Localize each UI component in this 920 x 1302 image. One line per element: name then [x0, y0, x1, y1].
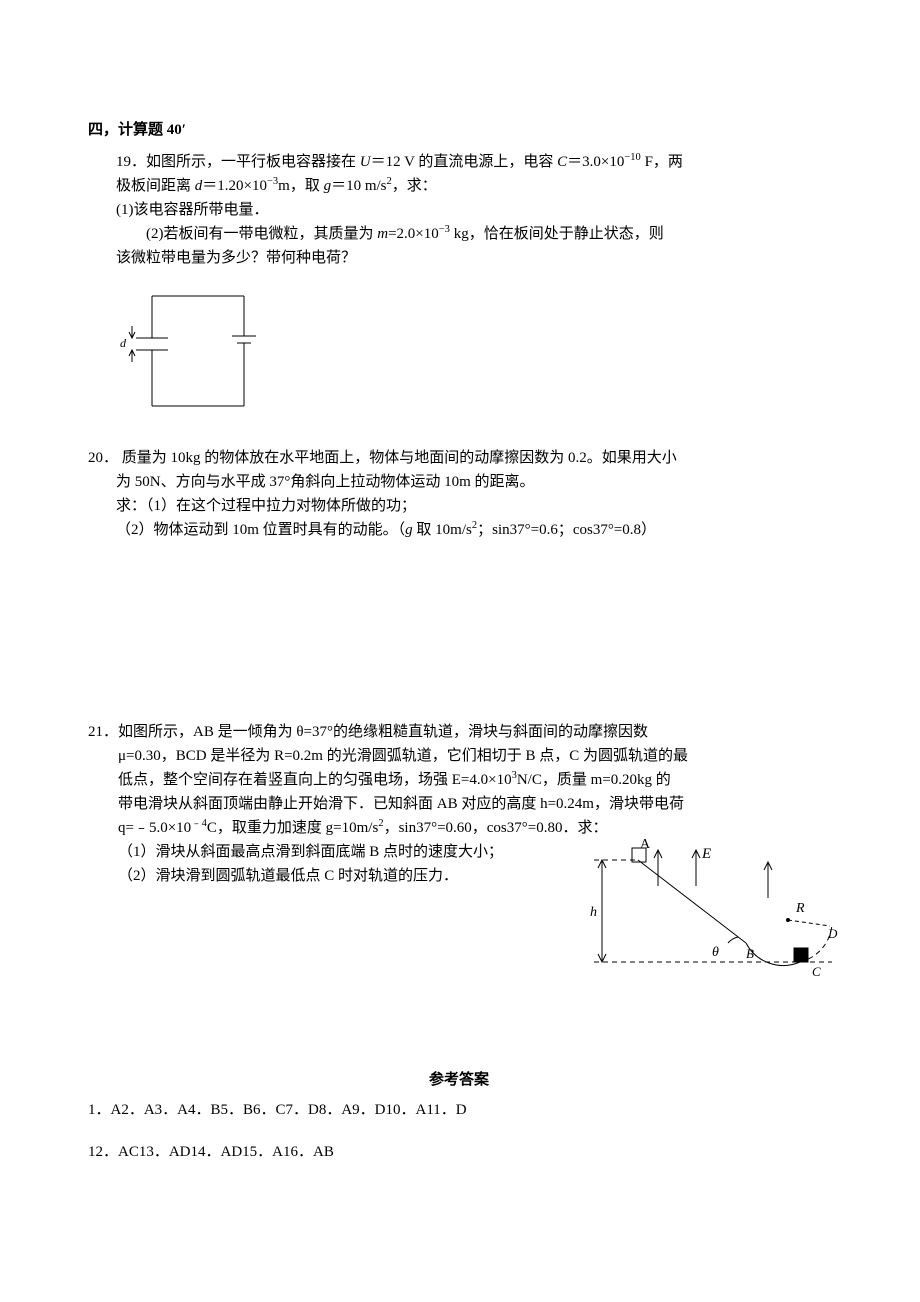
- answers-line2: 12．AC13．AD14．AD15．A16．AB: [88, 1140, 830, 1164]
- q21-line3-b: N/C，质量 m=0.20kg 的: [517, 772, 671, 788]
- q19-line2-c: m，取: [278, 178, 323, 194]
- q19-var-g: g: [324, 178, 332, 194]
- q20-var-g: g: [405, 522, 413, 538]
- q21-line5-b: C，取重力加速度 g=10m/s: [207, 820, 378, 836]
- q21-label-R: R: [795, 901, 805, 916]
- q21-line5-exp: ﹣4: [191, 818, 207, 829]
- q21-label-B: B: [746, 946, 754, 961]
- q20-line3: 求：（1）在这个过程中拉力对物体所做的功；: [116, 494, 830, 518]
- q19-line1-exp: −10: [624, 152, 640, 163]
- q19-var-U: U: [360, 154, 371, 170]
- q20-line4-c: ；sin37°=0.6；cos37°=0.8）: [477, 522, 656, 538]
- q21-line4: 带电滑块从斜面顶端由静止开始滑下．已知斜面 AB 对应的高度 h=0.24m，滑…: [118, 792, 830, 816]
- q19-line2-a: 极板间距离: [116, 178, 195, 194]
- q21-figure: A E h R θ B C D: [588, 838, 838, 986]
- q19-part2-d: 该微粒带电量为多少？带何种电荷？: [116, 250, 356, 266]
- q19-var-m: m: [377, 226, 388, 242]
- q19-d-label: d: [120, 336, 127, 350]
- q19-line2-e: ，求：: [392, 178, 437, 194]
- q19-part2-b: =2.0×10: [388, 226, 439, 242]
- q20-line2: 为 50N、方向与水平成 37°角斜向上拉动物体运动 10m 的距离。: [116, 470, 830, 494]
- section-heading: 四，计算题 40′: [88, 118, 830, 142]
- q21-line2: μ=0.30，BCD 是半径为 R=0.2m 的光滑圆弧轨道，它们相切于 B 点…: [118, 744, 830, 768]
- question-21: 21．如图所示，AB 是一倾角为 θ=37°的绝缘粗糙直轨道，滑块与斜面间的动摩…: [88, 720, 830, 888]
- q19-part2-c: kg，恰在板间处于静止状态，则: [450, 226, 664, 242]
- q21-line5-c: ，sin37°=0.60，cos37°=0.80．求：: [384, 820, 608, 836]
- q21-label-h: h: [590, 905, 597, 920]
- q19-line1-b: ＝12 V 的直流电源上，电容: [371, 154, 558, 170]
- question-20: 20． 质量为 10kg 的物体放在水平地面上，物体与地面间的动摩擦因数为 0.…: [88, 446, 830, 542]
- question-19: 19．如图所示，一平行板电容器接在 U＝12 V 的直流电源上，电容 C＝3.0…: [88, 150, 830, 416]
- page: 四，计算题 40′ 19．如图所示，一平行板电容器接在 U＝12 V 的直流电源…: [0, 0, 920, 1302]
- q19-circuit-figure: d: [116, 288, 281, 416]
- q21-label-D: D: [827, 926, 838, 941]
- q19-line2-d2: ＝10 m/s: [331, 178, 386, 194]
- q20-line4-b: 取 10m/s: [413, 522, 472, 538]
- q20-line1: 20． 质量为 10kg 的物体放在水平地面上，物体与地面间的动摩擦因数为 0.…: [88, 446, 830, 470]
- q21-line3-a: 低点，整个空间存在着竖直向上的匀强电场，场强 E=4.0×10: [118, 772, 512, 788]
- q19-line1-a: 19．如图所示，一平行板电容器接在: [116, 154, 360, 170]
- q21-line5-a: q=﹣5.0×10: [118, 820, 191, 836]
- q21-label-E: E: [701, 846, 711, 862]
- q19-line1-d: F，两: [641, 154, 683, 170]
- q19-line2-exp: −3: [267, 176, 278, 187]
- q21-line1: 21．如图所示，AB 是一倾角为 θ=37°的绝缘粗糙直轨道，滑块与斜面间的动摩…: [88, 720, 830, 744]
- spacer: [88, 560, 830, 720]
- q21-label-theta: θ: [712, 945, 719, 960]
- q19-var-C: C: [557, 154, 567, 170]
- q21-label-C: C: [812, 964, 821, 979]
- q20-line4-a: （2）物体运动到 10m 位置时具有的动能。（: [116, 522, 405, 538]
- answers-title: 参考答案: [88, 1068, 830, 1092]
- q21-label-A: A: [640, 838, 651, 852]
- answers-line1: 1．A2．A3．A4．B5．B6．C7．D8．A9．D10．A11．D: [88, 1098, 830, 1122]
- q19-part2-a: (2)若板间有一带电微粒，其质量为: [146, 226, 377, 242]
- q19-line2-b: ＝1.20×10: [202, 178, 267, 194]
- q19-part2-exp: −3: [439, 224, 450, 235]
- q19-line1-c: ＝3.0×10: [567, 154, 624, 170]
- q19-part1: (1)该电容器所带电量．: [116, 202, 269, 218]
